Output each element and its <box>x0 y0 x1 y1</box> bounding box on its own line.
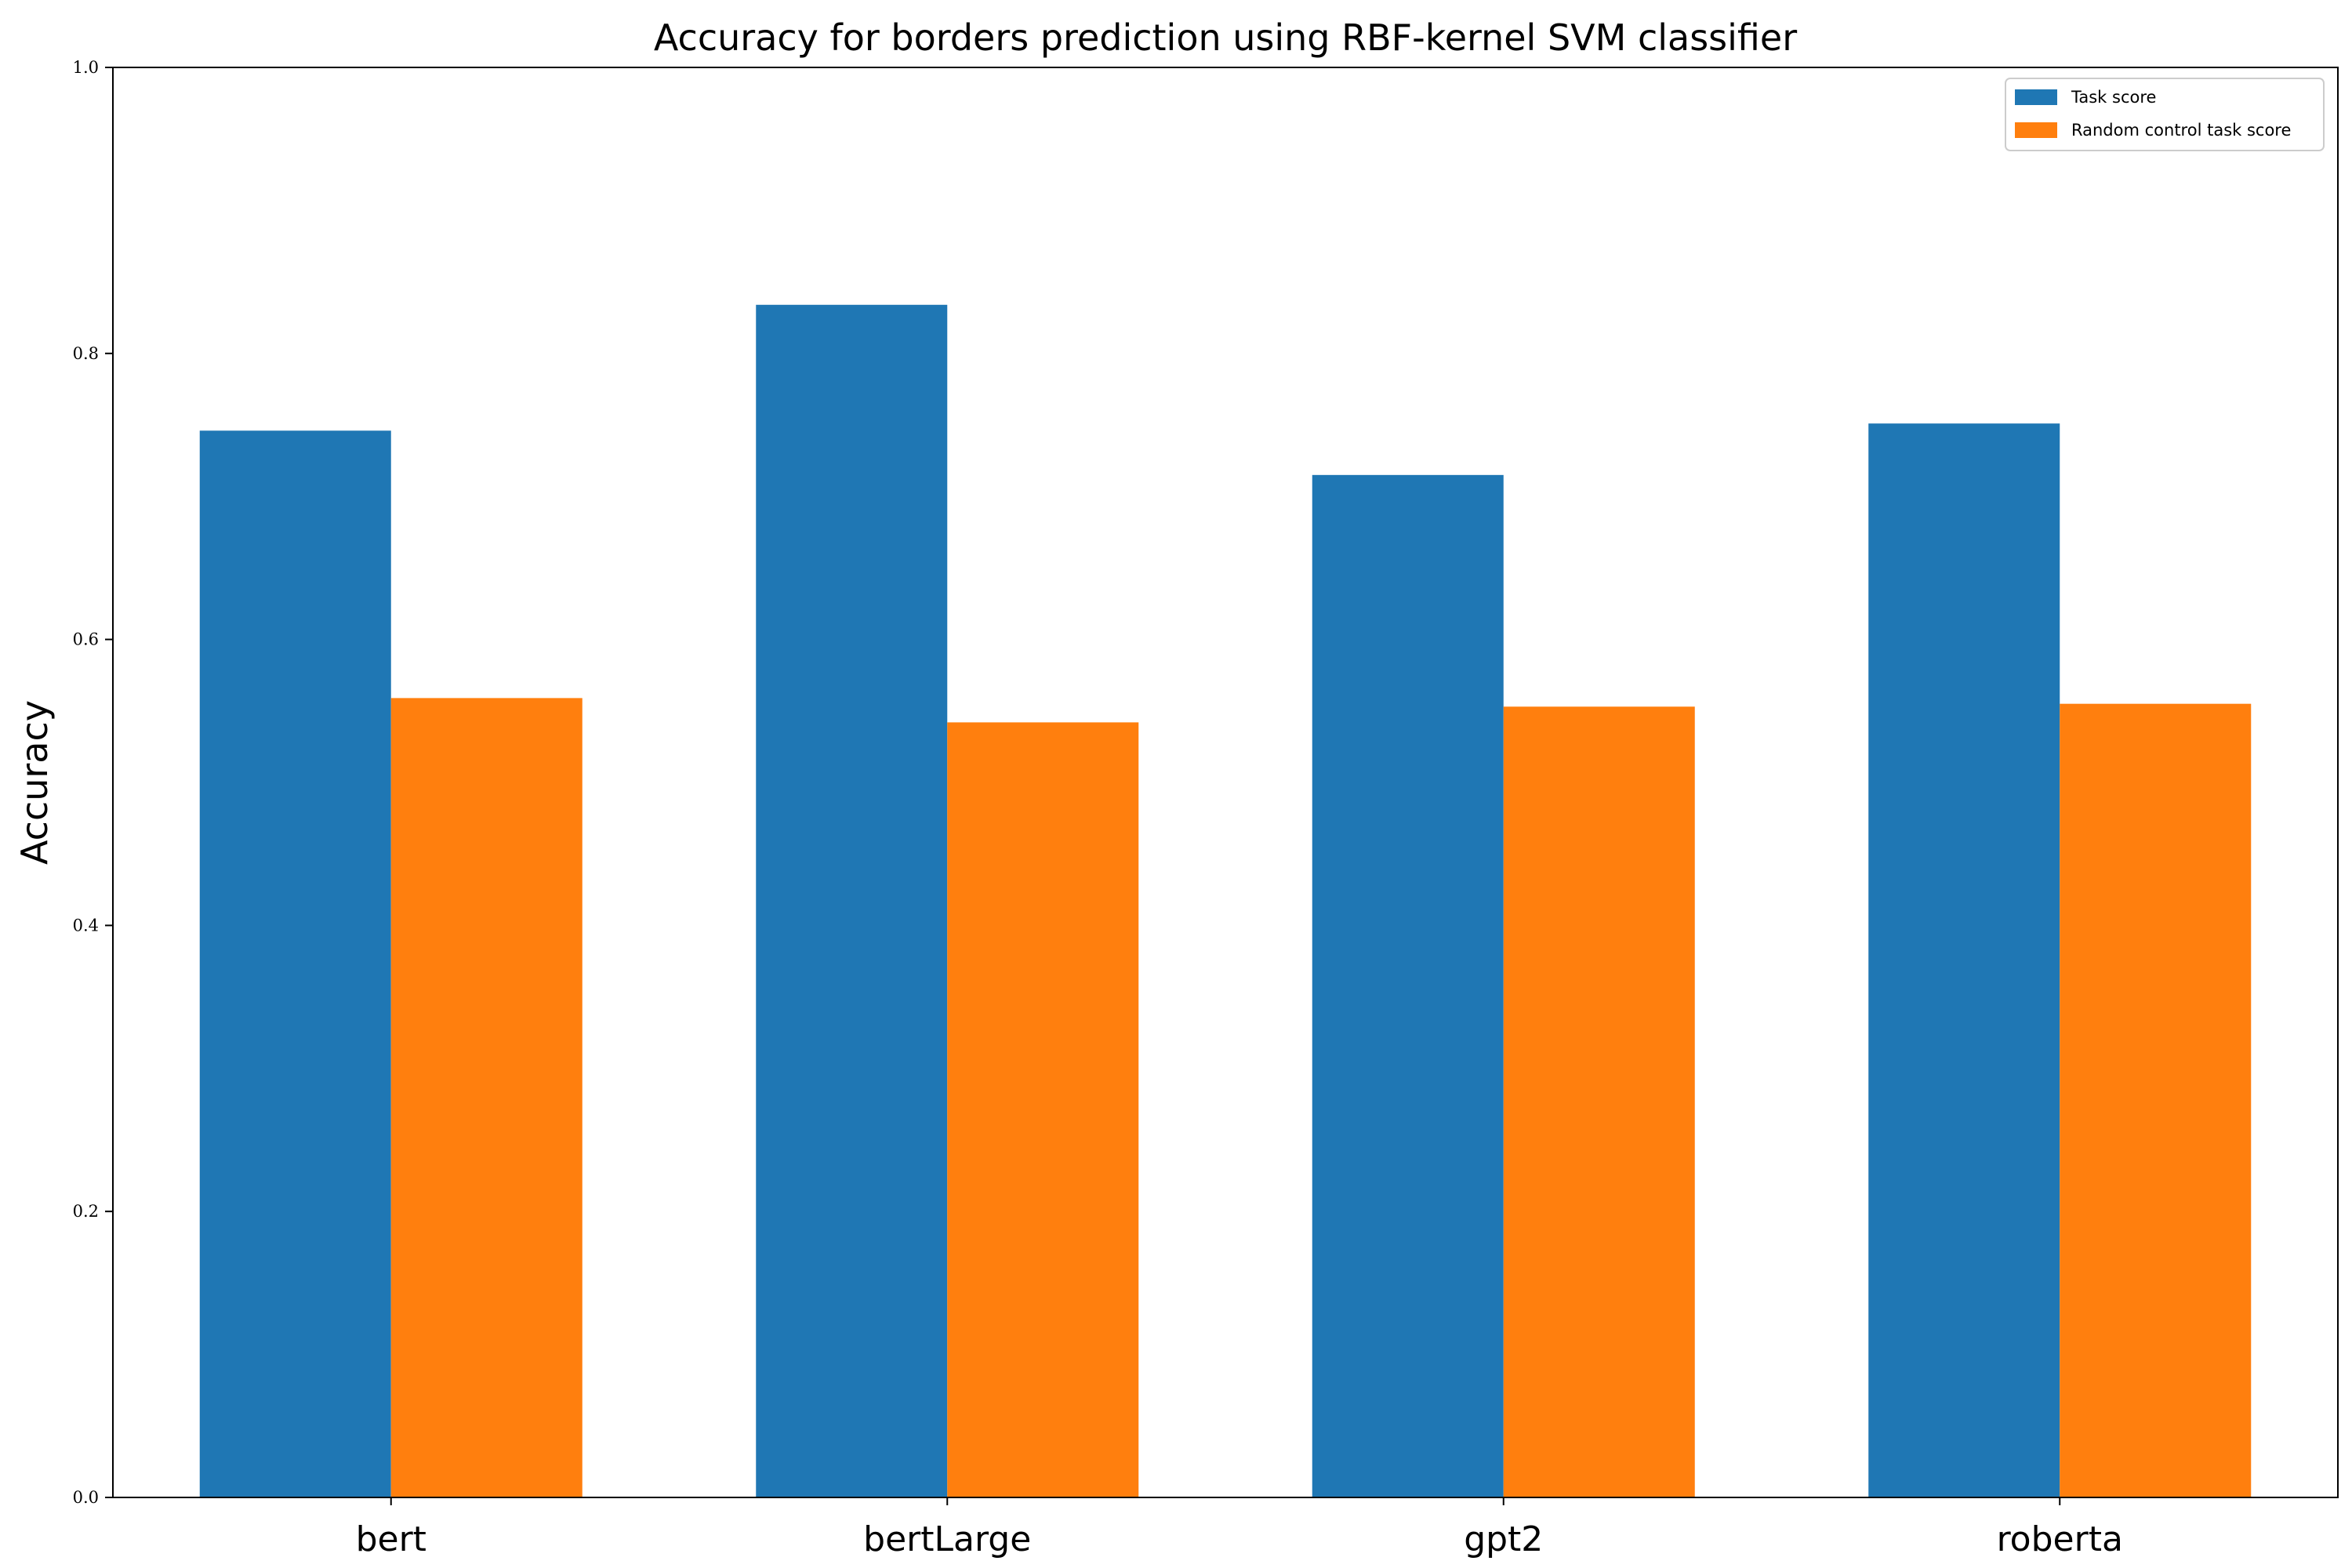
y-tick-label: 0.2 <box>73 1202 99 1221</box>
y-tick-label: 0.0 <box>73 1488 99 1507</box>
y-tick-label: 0.8 <box>73 344 99 363</box>
y-tick-label: 1.0 <box>73 58 99 77</box>
bar-gpt2-task-score <box>1312 474 1504 1497</box>
bar-bert-task-score <box>199 430 391 1497</box>
bars-group <box>199 304 2252 1498</box>
x-tick-label-bertLarge: bertLarge <box>863 1519 1031 1559</box>
y-tick-label: 0.6 <box>73 630 99 649</box>
bar-roberta-task-score <box>1868 423 2060 1497</box>
legend-swatch-random-control-score <box>2015 122 2057 138</box>
plot-frame <box>112 67 2339 1498</box>
y-axis-label: Accuracy <box>13 700 56 865</box>
y-axis: 0.0 0.2 0.4 0.6 0.8 1.0 <box>73 58 113 1507</box>
bar-bert-random-control-score <box>390 698 583 1497</box>
x-tick-label-gpt2: gpt2 <box>1464 1519 1543 1559</box>
chart-title: Accuracy for borders prediction using RB… <box>654 16 1797 59</box>
legend-swatch-task-score <box>2015 89 2057 105</box>
bar-gpt2-random-control-score <box>1503 706 1695 1497</box>
legend: Task score Random control task score <box>2005 78 2325 151</box>
bar-roberta-random-control-score <box>2060 703 2252 1497</box>
legend-label-task-score: Task score <box>2071 88 2156 107</box>
bar-bertLarge-random-control-score <box>947 722 1139 1497</box>
x-tick-label-roberta: roberta <box>1997 1519 2123 1559</box>
bar-bertLarge-task-score <box>756 304 948 1498</box>
x-axis: bert bertLarge gpt2 roberta <box>356 1497 2123 1559</box>
x-tick-label-bert: bert <box>356 1519 426 1559</box>
legend-box <box>2005 78 2325 151</box>
legend-label-random-control-score: Random control task score <box>2071 121 2291 140</box>
y-tick-label: 0.4 <box>73 916 99 935</box>
